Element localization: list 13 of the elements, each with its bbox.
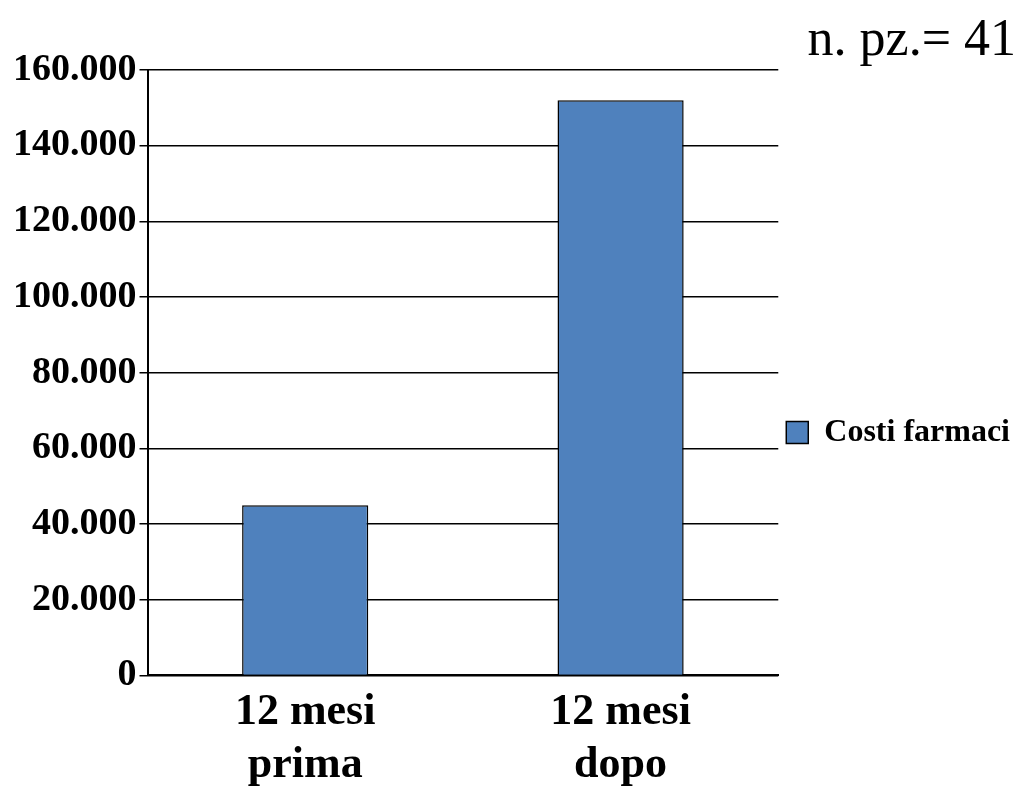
x-tick-label: 12 mesi prima xyxy=(234,685,376,787)
y-tick-label: 120.000 xyxy=(13,197,137,240)
y-tick-label: 100.000 xyxy=(13,272,137,315)
text: n. pz.= 41 xyxy=(807,8,1016,67)
y-tick-label: 160.000 xyxy=(13,45,137,88)
legend-label: Costi farmaci xyxy=(824,411,1011,448)
y-tick-label: 20.000 xyxy=(32,575,137,618)
y-tick-label: 0 xyxy=(117,651,137,694)
y-tick-label: 80.000 xyxy=(32,348,137,391)
y-tick-label: 140.000 xyxy=(13,121,137,164)
y-tick-label: 60.000 xyxy=(32,424,137,467)
x-tick-label: 12 mesi dopo xyxy=(550,685,691,787)
y-tick-label: 40.000 xyxy=(32,499,137,542)
